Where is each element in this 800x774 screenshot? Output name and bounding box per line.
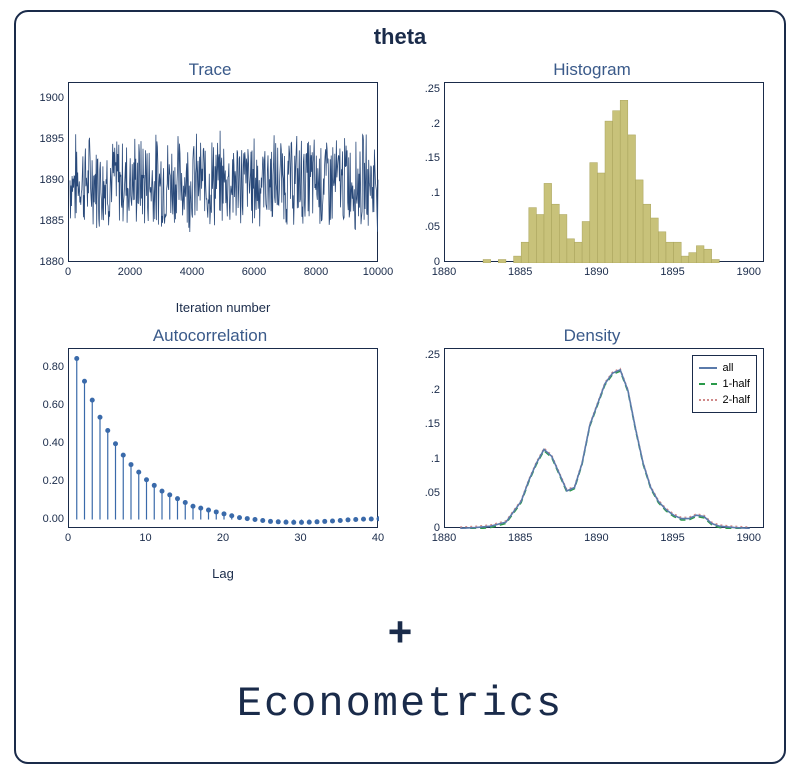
density-legend: all 1-half 2-half <box>692 355 757 413</box>
legend-swatch-2half <box>699 399 717 401</box>
legend-2half: 2-half <box>699 392 750 408</box>
trace-xlabel: Iteration number <box>68 300 378 315</box>
histogram-plot <box>444 82 764 262</box>
trace-x-ticks: 0200040006000800010000 <box>68 262 378 280</box>
legend-swatch-1half <box>699 383 717 385</box>
acf-x-ticks: 010203040 <box>68 528 378 546</box>
acf-plot <box>68 348 378 528</box>
density-title: Density <box>412 326 772 346</box>
acf-title: Autocorrelation <box>30 326 390 346</box>
legend-label-1half: 1-half <box>722 376 750 392</box>
acf-svg <box>69 349 379 529</box>
trace-panel: Trace 18801885189018951900 0200040006000… <box>30 60 390 300</box>
acf-panel: Autocorrelation 0.000.200.400.600.80 010… <box>30 326 390 566</box>
density-x-ticks: 18801885189018951900 <box>444 528 764 546</box>
trace-plot <box>68 82 378 262</box>
legend-label-2half: 2-half <box>722 392 750 408</box>
histogram-panel: Histogram 0.05.1.15.2.25 188018851890189… <box>412 60 772 300</box>
histogram-x-ticks: 18801885189018951900 <box>444 262 764 280</box>
legend-1half: 1-half <box>699 376 750 392</box>
acf-xlabel: Lag <box>68 566 378 581</box>
main-title: theta <box>16 24 784 50</box>
bottom-label: Econometrics <box>16 680 784 728</box>
histogram-svg <box>445 83 765 263</box>
trace-title: Trace <box>30 60 390 80</box>
plus-icon: + <box>16 608 784 656</box>
density-plot: all 1-half 2-half <box>444 348 764 528</box>
density-y-ticks: 0.05.1.15.2.25 <box>412 348 444 528</box>
histogram-y-ticks: 0.05.1.15.2.25 <box>412 82 444 262</box>
chart-frame: theta Trace 18801885189018951900 0200040… <box>14 10 786 764</box>
trace-svg <box>69 83 379 263</box>
density-panel: Density 0.05.1.15.2.25 all 1-half <box>412 326 772 566</box>
trace-y-ticks: 18801885189018951900 <box>30 82 68 262</box>
histogram-title: Histogram <box>412 60 772 80</box>
legend-label-all: all <box>722 360 733 376</box>
legend-swatch-all <box>699 367 717 369</box>
acf-y-ticks: 0.000.200.400.600.80 <box>30 348 68 528</box>
legend-all: all <box>699 360 750 376</box>
